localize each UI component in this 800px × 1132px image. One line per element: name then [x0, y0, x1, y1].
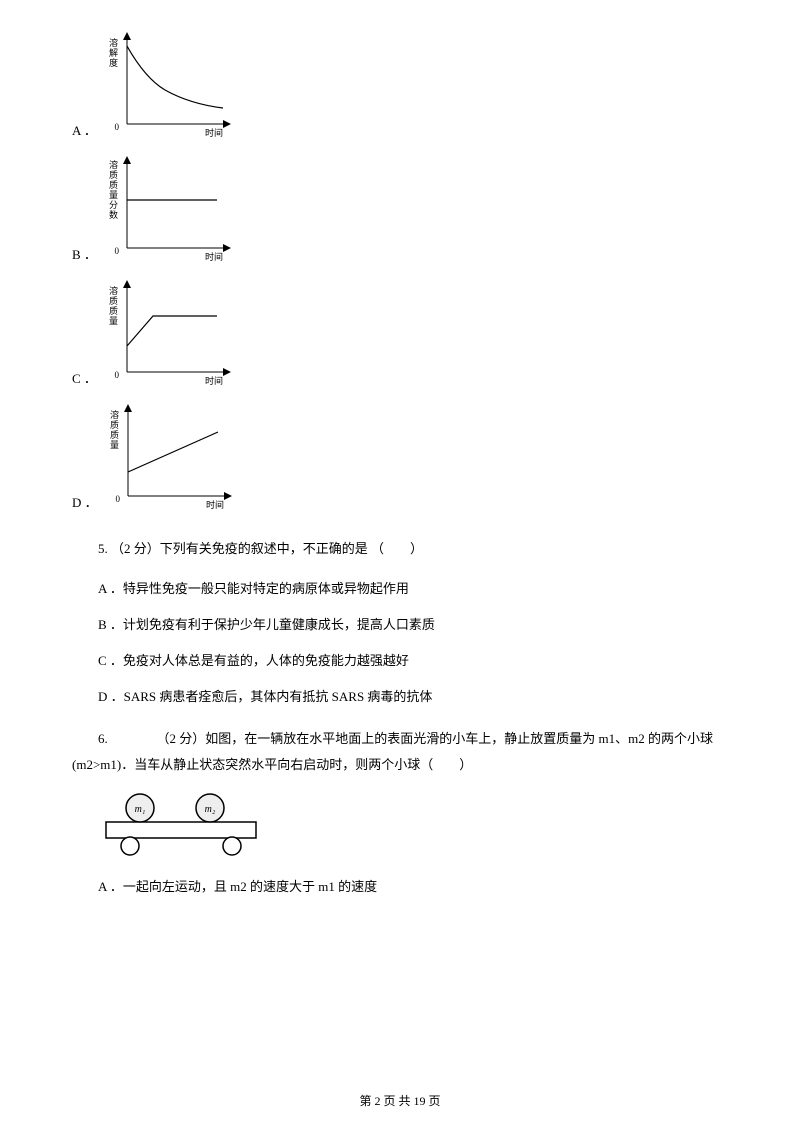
q5-opt-d: D ．SARS 病患者痊愈后，其体内有抵抗 SARS 病毒的抗体: [72, 684, 728, 710]
chart-d-yl3: 质: [110, 429, 119, 440]
chart-b-yl3: 质: [109, 179, 118, 190]
option-c-row: C ． 0 时间 溶 质 质 量: [72, 276, 728, 394]
chart-a-ylabel-3: 度: [109, 57, 118, 68]
chart-b: 0 时间 溶 质 质 量 分 数: [105, 152, 235, 270]
chart-b-yl4: 量: [109, 190, 118, 200]
chart-b-xlabel: 时间: [205, 251, 223, 262]
chart-a-xlabel: 时间: [205, 127, 223, 138]
q6-stem: 6. （2 分）如图，在一辆放在水平地面上的表面光滑的小车上，静止放置质量为 m…: [72, 726, 728, 778]
q5-opt-c: C ．免疫对人体总是有益的，人体的免疫能力越强越好: [72, 648, 728, 674]
chart-a-ylabel-1: 溶: [109, 37, 118, 48]
option-b-row: B ． 0 时间 溶 质 质 量 分 数: [72, 152, 728, 270]
chart-c: 0 时间 溶 质 质 量: [105, 276, 235, 394]
option-d-row: D ． 0 时间 溶 质 质 量: [72, 400, 728, 518]
option-a-letter: A ．: [72, 121, 97, 147]
chart-b-yl2: 质: [109, 169, 118, 180]
option-d-letter: D ．: [72, 493, 98, 519]
chart-d: 0 时间 溶 质 质 量: [106, 400, 236, 518]
chart-c-yl3: 质: [109, 305, 118, 316]
chart-c-xlabel: 时间: [205, 375, 223, 386]
chart-b-yl6: 数: [109, 209, 118, 220]
chart-d-yl2: 质: [110, 419, 119, 430]
chart-a-ylabel-2: 解: [109, 47, 118, 58]
q5-stem: 5. （2 分）下列有关免疫的叙述中，不正确的是 （ ）: [72, 536, 728, 562]
option-b-letter: B ．: [72, 245, 97, 271]
option-c-letter: C ．: [72, 369, 97, 395]
q6-ball1-label: m₁: [135, 804, 146, 815]
chart-a-origin: 0: [114, 122, 119, 132]
chart-d-yl4: 量: [110, 440, 119, 450]
chart-d-yl1: 溶: [110, 409, 119, 420]
q6-opt-a: A ．一起向左运动，且 m2 的速度大于 m1 的速度: [72, 874, 728, 900]
q5-opt-a: A ．特异性免疫一般只能对特定的病原体或异物起作用: [72, 576, 728, 602]
page-footer: 第 2 页 共 19 页: [0, 1092, 800, 1110]
chart-b-yl1: 溶: [109, 159, 118, 170]
chart-b-origin: 0: [114, 246, 119, 256]
chart-d-origin: 0: [115, 494, 120, 504]
option-a-row: A ． 0 时间 溶 解 度: [72, 28, 728, 146]
chart-c-origin: 0: [114, 370, 119, 380]
chart-b-yl5: 分: [109, 200, 118, 210]
chart-c-yl1: 溶: [109, 285, 118, 296]
chart-d-xlabel: 时间: [206, 499, 224, 510]
chart-a: 0 时间 溶 解 度: [105, 28, 235, 146]
q5-opt-b: B ．计划免疫有利于保护少年儿童健康成长，提高人口素质: [72, 612, 728, 638]
chart-c-yl2: 质: [109, 295, 118, 306]
q6-diagram: m₁ m₂: [100, 788, 728, 864]
q6-ball2-label: m₂: [205, 804, 216, 815]
chart-c-yl4: 量: [109, 316, 118, 326]
